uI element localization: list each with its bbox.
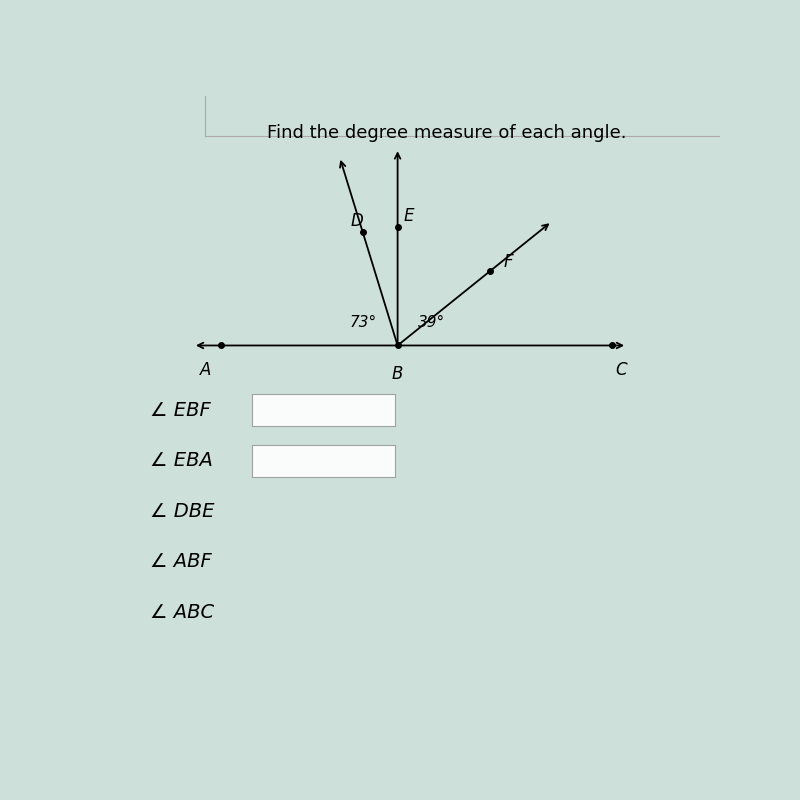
FancyBboxPatch shape xyxy=(252,394,394,426)
Text: D: D xyxy=(350,212,363,230)
Text: 39°: 39° xyxy=(418,315,446,330)
Text: ∠ ABF: ∠ ABF xyxy=(150,552,211,571)
Text: Find the degree measure of each angle.: Find the degree measure of each angle. xyxy=(267,124,627,142)
Text: ∠ ABC: ∠ ABC xyxy=(150,602,214,622)
Text: ∠ EBA: ∠ EBA xyxy=(150,451,213,470)
Text: ∠ EBF: ∠ EBF xyxy=(150,401,210,420)
Text: B: B xyxy=(392,365,403,383)
Text: A: A xyxy=(200,361,211,379)
Text: F: F xyxy=(503,254,513,271)
FancyBboxPatch shape xyxy=(252,445,394,477)
Text: E: E xyxy=(404,207,414,225)
Text: ∠ DBE: ∠ DBE xyxy=(150,502,214,521)
Text: C: C xyxy=(615,361,626,379)
Text: 73°: 73° xyxy=(350,315,377,330)
